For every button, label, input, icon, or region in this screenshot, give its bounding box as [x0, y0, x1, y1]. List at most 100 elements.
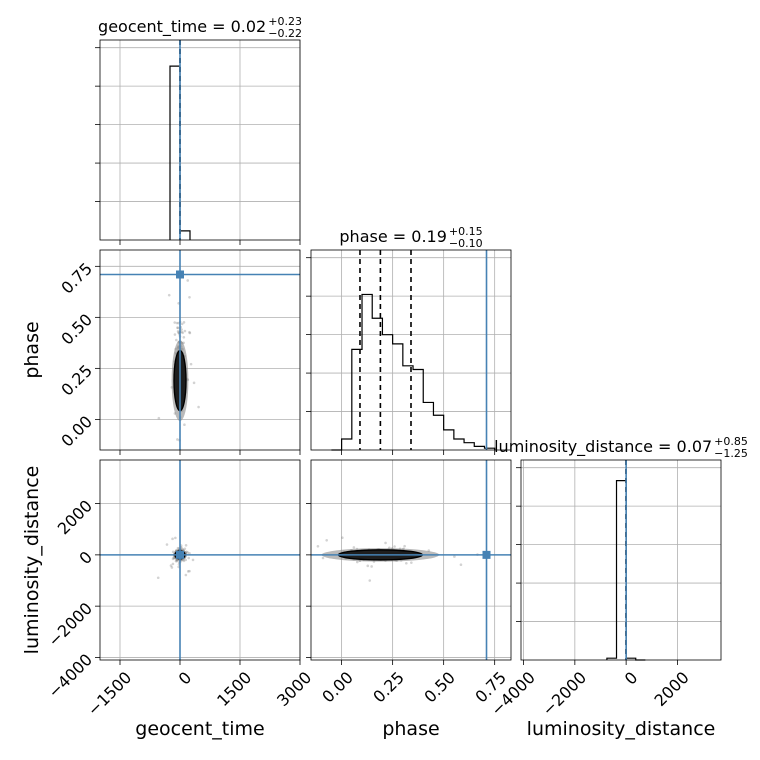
hist-panel-phase [306, 249, 512, 455]
panel-frame [310, 459, 512, 661]
title-text: luminosity_distance = 0.07 [494, 437, 712, 457]
hist-panel-geocent_time [95, 39, 301, 245]
sample-point [410, 561, 413, 564]
histogram-phase [331, 293, 496, 451]
sample-point [180, 328, 183, 331]
x-tick-label: 0.50 [420, 668, 459, 707]
sample-point [183, 423, 186, 427]
sample-point [175, 338, 178, 342]
sample-point [171, 557, 175, 561]
sample-point [184, 573, 188, 577]
sample-point [384, 541, 387, 545]
sample-point [187, 556, 191, 560]
panel-title-phase: phase = 0.19 +0.15−0.10 [339, 225, 482, 250]
sample-point [176, 329, 180, 333]
sample-point [188, 569, 191, 573]
y-axis-label-luminosity_distance: luminosity_distance [21, 466, 43, 655]
scatter-panel-geocent_time-vs-phase-background [100, 250, 300, 450]
sample-point [188, 296, 191, 299]
sample-point [188, 331, 192, 335]
sample-point [175, 321, 179, 325]
sample-point [174, 559, 178, 563]
x-tick-label: 0.25 [369, 668, 408, 707]
sample-point [197, 405, 200, 409]
sample-point [182, 559, 186, 563]
sample-point [171, 537, 174, 541]
panel-frame [99, 249, 301, 451]
x-tick-label: −1500 [84, 668, 136, 720]
sample-point [183, 547, 187, 551]
truth-marker [482, 550, 491, 559]
sample-point [171, 562, 175, 566]
sample-point [325, 539, 328, 542]
y-tick-label: −4000 [44, 650, 96, 702]
sample-point [169, 564, 173, 567]
panel-frame [520, 459, 722, 661]
sample-point [183, 329, 187, 333]
sample-point [405, 561, 408, 565]
panel-frame [99, 459, 301, 661]
title-text: phase = 0.19 [339, 227, 446, 246]
x-tick-label: 0 [175, 668, 196, 689]
sample-point [180, 322, 184, 326]
sample-point [176, 438, 179, 441]
title-error-plus: +0.23 [268, 15, 302, 28]
title-error-minus: −0.10 [449, 237, 483, 250]
sample-point [173, 321, 177, 324]
sample-point [188, 551, 191, 555]
sample-point [189, 362, 193, 366]
sample-point [453, 555, 456, 558]
y-tick-label: −2000 [44, 599, 96, 651]
sample-point [174, 536, 177, 540]
sample-point [182, 321, 186, 324]
sample-point [176, 326, 180, 330]
sample-point [188, 330, 191, 334]
x-tick-label: 3000 [273, 668, 315, 710]
sample-point [182, 335, 186, 339]
x-axis-label-phase: phase [382, 718, 439, 740]
sample-point [156, 576, 160, 580]
sample-point [393, 545, 396, 548]
scatter-panel-geocent_time-vs-luminosity_distance-background [100, 460, 300, 660]
x-tick-label: 1500 [213, 668, 255, 710]
panel-title-geocent_time: geocent_time = 0.02 +0.23−0.22 [98, 15, 302, 40]
sample-point [167, 293, 171, 297]
sample-point [321, 556, 325, 560]
panel-frame [99, 39, 301, 241]
x-axis-label-geocent_time: geocent_time [135, 718, 264, 740]
sample-point [355, 560, 359, 564]
sample-point [176, 546, 180, 550]
sample-point [191, 558, 195, 562]
y-tick-label: 2000 [54, 496, 96, 538]
hist-panel-luminosity_distance-background [521, 460, 721, 660]
y-tick-label: 0.75 [57, 259, 96, 298]
sample-point [403, 544, 406, 548]
truth-marker [176, 270, 184, 279]
sample-point [459, 563, 463, 567]
y-tick-label: 0 [75, 547, 96, 568]
title-error-minus: −0.22 [268, 27, 302, 40]
x-axis-label-luminosity_distance: luminosity_distance [527, 718, 716, 740]
y-tick-label: 0.50 [57, 310, 96, 349]
sample-point [316, 544, 320, 548]
sample-point [181, 331, 184, 335]
sample-point [165, 543, 169, 546]
truth-marker [176, 550, 184, 559]
sample-point [192, 381, 196, 385]
sample-point [157, 416, 161, 420]
title-error-plus: +0.15 [449, 225, 483, 238]
sample-point [170, 566, 174, 569]
scatter-panel-geocent_time-vs-phase: 0.00 0.25 0.50 0.75 [57, 249, 301, 455]
x-tick-label: 0.00 [318, 668, 357, 707]
sample-point [175, 559, 179, 563]
hist-panel-luminosity_distance: −4000 −2000 0 2000 [487, 459, 722, 720]
y-tick-label: 0.25 [57, 361, 96, 400]
sample-point [173, 333, 177, 336]
panel-frame [310, 249, 512, 451]
x-tick-label: 2000 [650, 668, 692, 710]
sample-point [186, 570, 190, 573]
sample-point [176, 326, 179, 330]
panel-title-luminosity_distance: luminosity_distance = 0.07 +0.85−1.25 [494, 435, 748, 460]
x-tick-label: −2000 [538, 668, 590, 720]
